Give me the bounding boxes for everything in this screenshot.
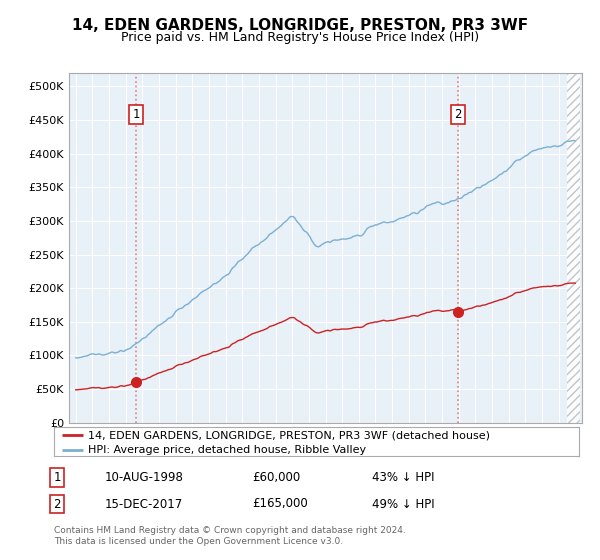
Text: Price paid vs. HM Land Registry's House Price Index (HPI): Price paid vs. HM Land Registry's House … [121, 31, 479, 44]
Text: 43% ↓ HPI: 43% ↓ HPI [372, 470, 434, 484]
Text: 15-DEC-2017: 15-DEC-2017 [105, 497, 183, 511]
Text: Contains HM Land Registry data © Crown copyright and database right 2024.: Contains HM Land Registry data © Crown c… [54, 526, 406, 535]
Text: £60,000: £60,000 [252, 470, 300, 484]
Text: This data is licensed under the Open Government Licence v3.0.: This data is licensed under the Open Gov… [54, 537, 343, 546]
Text: 2: 2 [454, 108, 462, 122]
Text: 14, EDEN GARDENS, LONGRIDGE, PRESTON, PR3 3WF (detached house): 14, EDEN GARDENS, LONGRIDGE, PRESTON, PR… [88, 431, 490, 440]
Text: 1: 1 [53, 470, 61, 484]
Text: 10-AUG-1998: 10-AUG-1998 [105, 470, 184, 484]
Text: 14, EDEN GARDENS, LONGRIDGE, PRESTON, PR3 3WF: 14, EDEN GARDENS, LONGRIDGE, PRESTON, PR… [72, 18, 528, 32]
Text: 1: 1 [132, 108, 140, 122]
Text: 2: 2 [53, 497, 61, 511]
Text: 49% ↓ HPI: 49% ↓ HPI [372, 497, 434, 511]
Text: £165,000: £165,000 [252, 497, 308, 511]
Text: HPI: Average price, detached house, Ribble Valley: HPI: Average price, detached house, Ribb… [88, 445, 366, 455]
